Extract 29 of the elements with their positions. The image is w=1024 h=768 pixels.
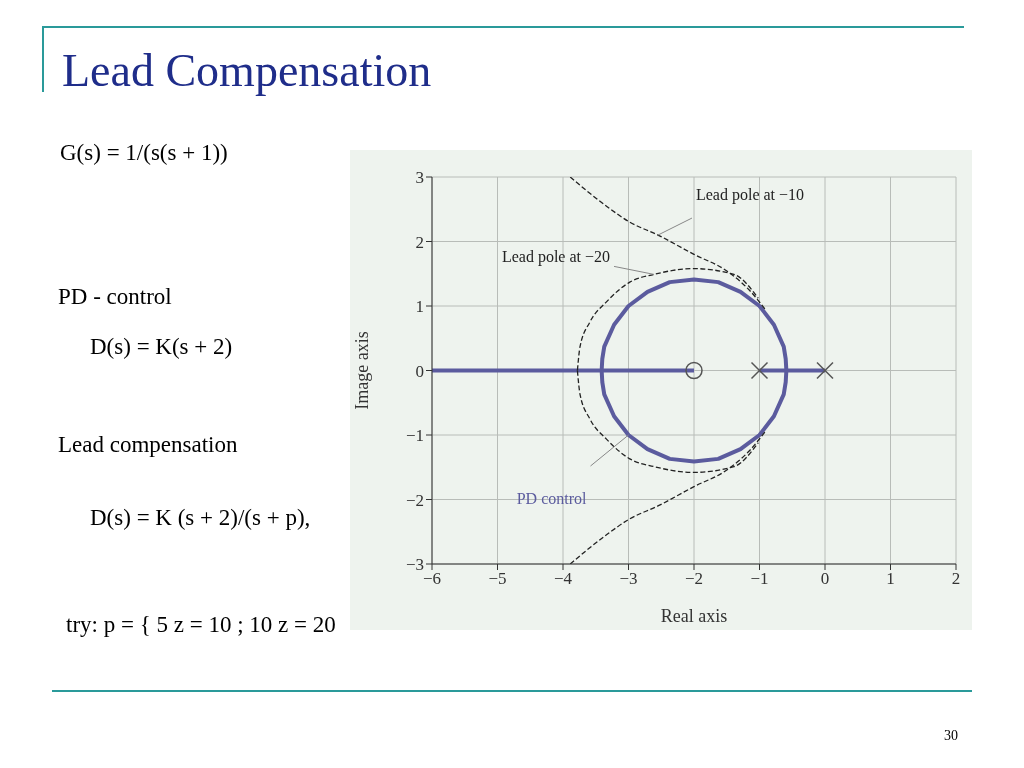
- x-tick-label: −6: [422, 569, 442, 589]
- y-axis-title: Image axis: [352, 331, 373, 410]
- chart-title: Lead Compensation: [62, 44, 432, 97]
- x-tick-label: −2: [684, 569, 704, 589]
- y-tick-label: −3: [405, 555, 424, 575]
- series-label: Lead pole at −20: [501, 248, 611, 267]
- text: PD control: [516, 490, 588, 507]
- x-tick-label: −5: [488, 569, 507, 589]
- y-tick-label: 2: [415, 232, 424, 252]
- text: D(s) = K(s + 2): [90, 334, 233, 360]
- y-tick-label: 3: [415, 168, 424, 188]
- x-tick-label: −4: [553, 569, 573, 589]
- text: Lead pole at −10: [695, 186, 805, 205]
- x-tick-label: 1: [886, 569, 895, 589]
- text: D(s) = K (s + 2)/(s + p),: [90, 505, 311, 531]
- text: PD - control: [58, 284, 172, 310]
- text: 30: [944, 728, 958, 744]
- y-tick-label: 1: [415, 297, 424, 317]
- text: Lead compensation: [58, 432, 238, 458]
- text: G(s) = 1/(s(s + 1)): [60, 140, 228, 166]
- y-tick-label: −1: [405, 426, 424, 446]
- y-tick-label: 0: [415, 361, 424, 381]
- x-tick-label: 2: [951, 569, 961, 589]
- x-tick-label: −1: [750, 569, 769, 589]
- x-tick-label: −3: [619, 569, 638, 589]
- text: try: p = { 5 z = 10 ; 10 z = 20: [66, 612, 336, 638]
- y-tick-label: −2: [405, 490, 424, 510]
- x-axis-title: Real axis: [660, 606, 728, 626]
- x-tick-label: 0: [820, 569, 830, 589]
